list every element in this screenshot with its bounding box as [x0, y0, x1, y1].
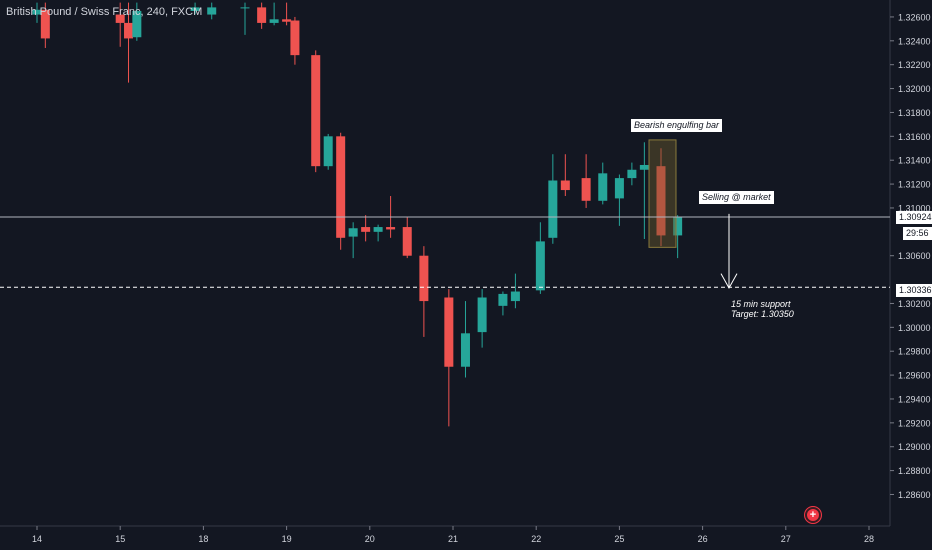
bearish-candle [386, 227, 396, 230]
price-tick-label: 1.29400 [898, 394, 931, 404]
support-note[interactable]: 15 min support Target: 1.30350 [731, 299, 794, 319]
bullish-candle [614, 178, 624, 199]
bullish-candle [673, 217, 683, 236]
bearish-candle [444, 297, 454, 367]
price-tick-label: 1.31400 [898, 156, 931, 166]
price-tick-label: 1.31600 [898, 132, 931, 142]
time-tick-label: 19 [282, 534, 292, 544]
bearish-candle [361, 227, 371, 232]
bearish-candle [257, 7, 267, 23]
price-tick-label: 1.29600 [898, 371, 931, 381]
bearish-candle [311, 55, 321, 167]
bullish-candle [348, 228, 358, 237]
bearish-candle [419, 255, 429, 302]
time-tick-label: 28 [864, 534, 874, 544]
price-tick-label: 1.32600 [898, 12, 931, 22]
time-tick-label: 25 [614, 534, 624, 544]
support-note-line1: 15 min support [731, 299, 791, 309]
bullish-candle [548, 180, 558, 238]
price-tick-label: 1.30600 [898, 251, 931, 261]
candles-layer [32, 2, 683, 427]
time-tick-label: 21 [448, 534, 458, 544]
price-tick-label: 1.32000 [898, 84, 931, 94]
symbol-title: British Pound / Swiss Franc, 240, FXCM [6, 6, 203, 18]
add-alert-button[interactable]: + [804, 506, 822, 524]
price-tick-label: 1.31200 [898, 180, 931, 190]
bullish-candle [477, 297, 487, 333]
bullish-candle [269, 19, 279, 23]
bullish-candle [207, 7, 217, 15]
bearish-candle [336, 136, 346, 238]
price-tick-label: 1.30200 [898, 299, 931, 309]
bullish-candle [510, 291, 520, 302]
bullish-candle [460, 333, 470, 367]
bullish-candle [373, 227, 383, 232]
price-tick-label: 1.28600 [898, 490, 931, 500]
bullish-candle [627, 169, 637, 179]
bearish-candle [282, 19, 292, 22]
current-price-tag: 1.30924 [896, 211, 932, 224]
bearish-candle [124, 22, 134, 39]
price-tick-label: 1.32200 [898, 60, 931, 70]
price-tick-label: 1.28800 [898, 466, 931, 476]
price-tick-label: 1.29800 [898, 347, 931, 357]
time-tick-label: 18 [198, 534, 208, 544]
support-note-line2: Target: 1.30350 [731, 309, 794, 319]
bearish-candle [581, 178, 591, 201]
sell-arrow-head [720, 273, 738, 289]
bearish-candle [656, 166, 666, 236]
time-tick-label: 14 [32, 534, 42, 544]
bearish-candle [290, 20, 300, 56]
price-tick-label: 1.32400 [898, 36, 931, 46]
price-tick-label: 1.30000 [898, 323, 931, 333]
bullish-candle [240, 7, 250, 9]
price-axis[interactable]: 1.32600 1.32400 1.32200 1.32000 1.31800 1.316… [890, 12, 931, 500]
sell-arrow [720, 213, 738, 289]
bullish-candle [190, 7, 200, 11]
price-tick-label: 1.31000 [898, 203, 931, 213]
time-tick-label: 15 [115, 534, 125, 544]
bar-countdown: 29:56 [903, 227, 932, 240]
bearish-candle [40, 9, 50, 39]
price-tick-label: 1.31800 [898, 108, 931, 118]
bullish-candle [498, 293, 508, 306]
support-price-tag: 1.30336 [896, 284, 932, 297]
alert-plus-icon: + [807, 509, 819, 521]
bearish-highlight-box [648, 139, 677, 248]
bearish-candle [560, 180, 570, 191]
bullish-candle [132, 10, 142, 38]
bearish-candle [402, 227, 412, 256]
time-axis[interactable]: 14 15 18 19 20 21 22 25 26 27 28 [32, 526, 874, 544]
price-tick-label: 1.29000 [898, 442, 931, 452]
time-tick-label: 27 [781, 534, 791, 544]
grid-layer [0, 0, 891, 527]
bullish-candle [639, 164, 649, 170]
time-tick-label: 22 [531, 534, 541, 544]
lines-layer [0, 216, 890, 288]
selling-at-market-label[interactable]: Selling @ market [699, 191, 774, 204]
bullish-candle [323, 136, 333, 167]
bearish-engulfing-label[interactable]: Bearish engulfing bar [631, 119, 723, 132]
price-tick-label: 1.29200 [898, 418, 931, 428]
bullish-candle [598, 173, 608, 201]
bullish-candle [535, 241, 545, 291]
time-tick-label: 20 [365, 534, 375, 544]
bullish-candle [32, 9, 42, 15]
time-tick-label: 26 [698, 534, 708, 544]
bearish-candle [115, 14, 125, 23]
